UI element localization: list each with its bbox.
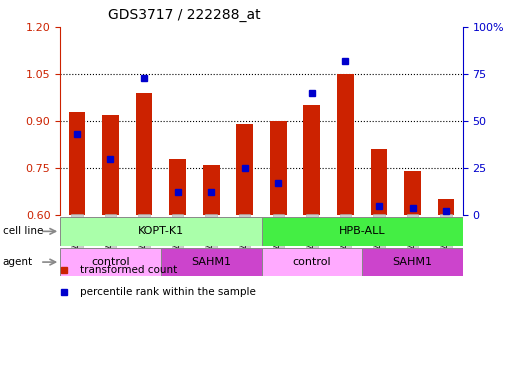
Bar [161, 248, 262, 276]
Text: agent: agent [3, 257, 33, 267]
Text: GSM455117: GSM455117 [140, 215, 149, 266]
Bar [262, 217, 463, 246]
Bar [371, 149, 388, 215]
Text: GSM455115: GSM455115 [72, 215, 82, 266]
Bar [69, 111, 85, 215]
Text: GSM455118: GSM455118 [274, 215, 283, 266]
Text: control: control [91, 257, 130, 267]
Text: KOPT-K1: KOPT-K1 [138, 226, 184, 237]
Text: transformed count: transformed count [81, 265, 177, 275]
Text: cell line: cell line [3, 226, 43, 237]
Bar [169, 159, 186, 215]
Bar [102, 115, 119, 215]
Text: SAHM1: SAHM1 [393, 257, 433, 267]
Text: GSM455124: GSM455124 [374, 215, 383, 266]
Text: GSM455120: GSM455120 [341, 215, 350, 266]
Text: GSM455116: GSM455116 [106, 215, 115, 266]
Text: HPB-ALL: HPB-ALL [339, 226, 385, 237]
Text: SAHM1: SAHM1 [191, 257, 231, 267]
Bar [60, 248, 161, 276]
Bar [362, 248, 463, 276]
Text: control: control [292, 257, 331, 267]
Text: GSM455126: GSM455126 [441, 215, 451, 266]
Bar [60, 217, 262, 246]
Bar [303, 105, 320, 215]
Bar [262, 248, 362, 276]
Text: GSM455122: GSM455122 [207, 215, 215, 266]
Text: percentile rank within the sample: percentile rank within the sample [81, 286, 256, 296]
Bar [404, 171, 421, 215]
Text: GDS3717 / 222288_at: GDS3717 / 222288_at [108, 8, 261, 22]
Bar [236, 124, 253, 215]
Bar [135, 93, 152, 215]
Text: GSM455121: GSM455121 [173, 215, 182, 266]
Text: GSM455123: GSM455123 [240, 215, 249, 266]
Bar [270, 121, 287, 215]
Bar [203, 165, 220, 215]
Bar [438, 199, 454, 215]
Bar [337, 74, 354, 215]
Text: GSM455119: GSM455119 [308, 215, 316, 266]
Text: GSM455125: GSM455125 [408, 215, 417, 266]
